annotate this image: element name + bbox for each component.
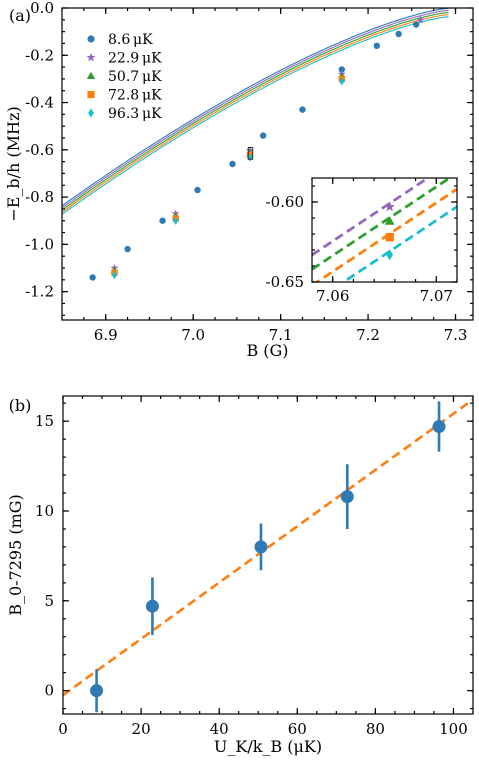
data-point: [254, 540, 268, 554]
data-point: [259, 132, 267, 139]
data-point: [432, 420, 446, 434]
data-point: [299, 106, 306, 113]
data-point: [229, 160, 236, 168]
inset-curves: [312, 178, 457, 282]
data-point: [89, 274, 96, 281]
panel-label: (a): [9, 6, 31, 25]
y-tick-label: -1.0: [25, 235, 54, 253]
inset-marker: [386, 249, 394, 261]
y-tick-label: 15: [35, 412, 54, 430]
data-point: [124, 245, 131, 253]
fit-curve-2: [62, 11, 449, 211]
y-tick-label: 10: [35, 502, 54, 520]
y-tick-label: -0.2: [25, 46, 54, 64]
x-tick-label: 100: [439, 720, 468, 738]
data-point: [412, 21, 420, 28]
y-tick-label: -0.4: [25, 94, 54, 112]
inset-bg: [312, 178, 457, 282]
legend-marker: [87, 35, 95, 43]
x-tick-label: 20: [132, 720, 151, 738]
y-axis-label: B_0-7295 (mG): [6, 494, 25, 616]
y-tick-label: -0.65: [266, 273, 304, 291]
data-point: [395, 30, 402, 38]
y-tick-label: 0: [44, 682, 54, 700]
data-point: [416, 15, 425, 24]
legend-label: 72.8 μK: [108, 88, 162, 104]
x-tick-label: 7.2: [356, 326, 380, 344]
data-point: [340, 490, 354, 504]
data-point: [159, 217, 166, 224]
panel-b: 0 20 40 60 80 100 0 5 10 15(b) U_K/k_B (μK) B_0-729…: [6, 395, 474, 756]
inset-marker: [385, 233, 394, 242]
legend-marker: [88, 108, 94, 118]
legend-label: 22.9 μK: [108, 51, 162, 67]
legend-label: 8.6 μK: [108, 32, 153, 48]
y-tick-label: 5: [44, 592, 54, 610]
x-tick-label: 6.9: [94, 326, 118, 344]
legend: 8.6 μK 22.9 μK 50.7 μK 72.8 μK 96.3 μK: [86, 32, 162, 122]
inset-line-3: [314, 187, 457, 282]
zoom-box: [247, 146, 254, 160]
inset: 7.06 7.07 -0.60 -0.65: [266, 177, 458, 305]
y-tick-label: -1.2: [25, 283, 54, 301]
inset-line-1: [312, 178, 431, 257]
panel-a: 6.9 7.0 7.1 7.2 7.3 0.0 -0.2 -0.4 -0.6 -0.8 -1.0 -1…: [4, 0, 474, 360]
y-tick-label: -0.6: [25, 141, 54, 159]
fit-curve-4: [62, 16, 449, 216]
y-tick-label: -0.8: [25, 188, 54, 206]
inset-frame: [311, 177, 458, 283]
data-point: [339, 77, 345, 86]
fit-curve-0: [62, 8, 449, 207]
plot-frame: [62, 395, 474, 715]
data-point: [373, 42, 381, 50]
x-tick-label: 60: [288, 720, 307, 738]
x-tick-label: 40: [210, 720, 229, 738]
y-tick-label: -0.60: [266, 193, 304, 211]
y-axis-label: −E_b/h (MHz): [4, 106, 23, 221]
legend-marker: [86, 71, 96, 80]
data-point: [173, 216, 179, 225]
x-tick-label: 80: [366, 720, 385, 738]
curves: [62, 8, 449, 281]
fit-curve-3: [62, 14, 449, 213]
legend-marker: [87, 90, 95, 99]
inset-line-4: [341, 205, 457, 282]
data-point: [145, 599, 159, 613]
fit-line: [62, 398, 474, 697]
x-tick-label: 0: [58, 720, 68, 738]
x-axis-label: B (G): [246, 341, 288, 360]
y-tick-label: 0.0: [30, 0, 54, 17]
x-tick-label: 7.07: [420, 287, 453, 305]
x-tick-label: 7.1: [269, 326, 293, 344]
plot-frame: [61, 7, 474, 321]
legend-marker: [86, 52, 96, 62]
x-tick-label: 7.0: [181, 326, 205, 344]
inset-marker: [384, 201, 395, 212]
panel-label: (b): [9, 396, 32, 415]
data-point: [111, 270, 118, 280]
legend-label: 96.3 μK: [108, 106, 162, 122]
x-axis-label: U_K/k_B (μK): [214, 737, 322, 756]
inset-marker: [384, 216, 395, 225]
data-point: [194, 186, 201, 194]
inset-line-2: [312, 178, 453, 271]
fit-curve-1: [62, 9, 449, 209]
x-tick-label: 7.3: [444, 326, 468, 344]
data-point: [90, 684, 104, 698]
x-tick-label: 7.06: [316, 287, 349, 305]
data-point: [338, 66, 346, 73]
legend-label: 50.7 μK: [108, 69, 162, 85]
